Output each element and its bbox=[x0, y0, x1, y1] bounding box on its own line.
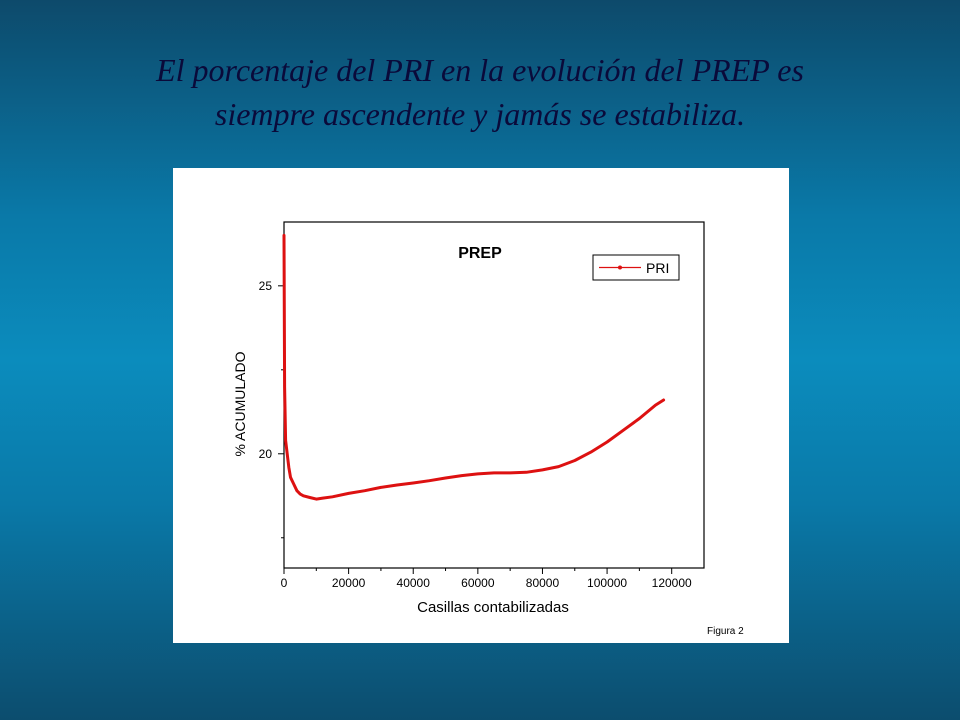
chart-legend: PRI bbox=[592, 254, 680, 281]
x-tick-label: 0 bbox=[281, 576, 288, 590]
legend-marker-pri bbox=[618, 265, 622, 270]
y-tick-label: 20 bbox=[259, 447, 273, 461]
figure-caption: Figura 2 bbox=[707, 626, 744, 637]
x-tick-label: 40000 bbox=[397, 576, 431, 590]
x-tick-label: 80000 bbox=[526, 576, 560, 590]
figure-panel: 0 20000 40000 60000 80000 100000 120000 20 25 PR… bbox=[173, 168, 789, 643]
x-tick-label: 60000 bbox=[461, 576, 495, 590]
chart-title: PREP bbox=[458, 245, 502, 262]
slide-title: El porcentaje del PRI en la evolución de… bbox=[0, 48, 960, 136]
y-axis-label: % ACUMULADO bbox=[232, 351, 248, 456]
slide-title-line-2: siempre ascendente y jamás se estabiliza… bbox=[214, 96, 746, 132]
x-tick-label: 20000 bbox=[332, 576, 366, 590]
legend-label-pri: PRI bbox=[646, 260, 669, 276]
x-tick-label: 100000 bbox=[587, 576, 627, 590]
x-axis-label: Casillas contabilizadas bbox=[417, 599, 569, 616]
chart: 0 20000 40000 60000 80000 100000 120000 20 25 PR… bbox=[232, 221, 744, 637]
series-line-pri bbox=[282, 233, 666, 501]
y-tick-label: 25 bbox=[259, 279, 273, 293]
slide-title-line-1: El porcentaje del PRI en la evolución de… bbox=[156, 52, 804, 88]
x-tick-label: 120000 bbox=[652, 576, 692, 590]
